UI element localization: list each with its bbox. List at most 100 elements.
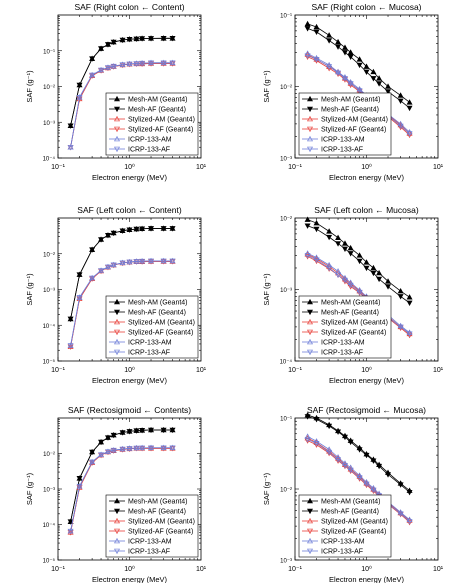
legend-label: Stylized-AF (Geant4) (321, 529, 386, 536)
series-6 (67, 258, 176, 349)
data-point (89, 276, 96, 282)
legend-entry: Mesh-AF (Geant4) (302, 107, 379, 114)
legend-marker (114, 548, 120, 555)
data-point (313, 58, 320, 64)
legend-label: Mesh-AF (Geant4) (128, 509, 186, 516)
legend-marker (307, 517, 313, 524)
data-point (335, 457, 342, 463)
y-axis-label: SAF (g⁻¹) (262, 70, 271, 103)
data-point (341, 50, 348, 56)
series-2 (67, 36, 176, 129)
data-point (67, 316, 74, 323)
x-tick-label: 10⁰ (361, 366, 372, 374)
legend-label: Stylized-AF (Geant4) (321, 127, 386, 134)
data-point (347, 279, 354, 285)
legend-marker (114, 298, 120, 305)
data-point (397, 511, 404, 517)
data-point (335, 429, 342, 435)
legend-entry: Stylized-AF (Geant4) (302, 330, 386, 337)
y-tick-label: 10⁻² (43, 252, 55, 258)
legend-label: Mesh-AM (Geant4) (321, 499, 381, 506)
data-point (376, 463, 383, 470)
legend-entry: Stylized-AF (Geant4) (109, 529, 193, 536)
legend-entry: Mesh-AF (Geant4) (302, 310, 379, 317)
data-point (347, 282, 354, 289)
data-point (89, 460, 96, 466)
data-point (406, 300, 413, 306)
data-point (397, 98, 404, 104)
data-point (406, 331, 413, 337)
data-point (397, 287, 404, 294)
data-point (133, 428, 140, 434)
legend-entry: Mesh-AM (Geant4) (302, 497, 381, 506)
data-point (326, 234, 333, 241)
series-2 (304, 26, 413, 112)
data-point (139, 60, 146, 67)
legend-marker (307, 548, 313, 555)
data-point (304, 435, 311, 441)
data-point (169, 226, 176, 232)
data-point (304, 437, 311, 443)
legend-entry: ICRP-133-AM (302, 537, 365, 546)
y-tick-label: 10⁻⁵ (43, 558, 56, 565)
data-point (326, 446, 333, 452)
legend-entry: ICRP-133-AM (302, 338, 365, 347)
legend-entry: Stylized-AM (Geant4) (302, 115, 388, 124)
legend-label: Stylized-AF (Geant4) (128, 529, 193, 536)
y-tick-label: 10⁻³ (43, 288, 55, 294)
legend-entry: Stylized-AM (Geant4) (109, 115, 195, 124)
data-point (119, 62, 126, 68)
y-axis-label: SAF (g⁻¹) (262, 273, 271, 306)
data-point (110, 447, 117, 454)
legend-marker (307, 298, 313, 305)
data-point (304, 20, 311, 27)
legend-entry: ICRP-133-AM (109, 135, 172, 144)
data-point (76, 483, 83, 490)
y-axis-label: SAF (g⁻¹) (262, 472, 271, 505)
data-point (313, 416, 320, 423)
data-point (376, 81, 383, 87)
legend-label: ICRP-133-AM (321, 137, 365, 144)
x-tick-label: 10⁻¹ (51, 566, 65, 573)
data-point (169, 445, 176, 451)
legend-marker (307, 106, 313, 113)
legend-entry: Mesh-AM (Geant4) (109, 497, 188, 506)
chart-panel-4: 10⁻¹ 10⁰ 10¹ 10⁻⁴ 10⁻³ 10⁻² SAF (Left colon ← … (262, 205, 444, 385)
data-point (347, 49, 354, 55)
data-point (313, 442, 320, 448)
legend-label: ICRP-133-AF (128, 147, 170, 154)
data-point (160, 36, 167, 42)
legend-marker (307, 126, 313, 133)
data-point (98, 237, 105, 243)
y-tick-label: 10⁻³ (43, 488, 55, 494)
data-point (363, 69, 370, 76)
data-point (304, 254, 311, 260)
y-axis-label: SAF (g⁻¹) (25, 273, 34, 306)
data-point (76, 295, 83, 301)
data-point (110, 262, 117, 268)
data-point (313, 226, 320, 233)
data-point (335, 272, 342, 279)
x-tick-label: 10¹ (433, 566, 444, 573)
legend: Mesh-AM (Geant4) Mesh-AF (Geant4) Stylized… (298, 494, 392, 558)
legend-entry: Mesh-AF (Geant4) (109, 107, 186, 114)
x-axis-label: Electron energy (MeV) (329, 173, 405, 182)
data-point (397, 482, 404, 488)
x-tick-label: 10⁻¹ (288, 367, 302, 374)
data-point (119, 37, 126, 44)
data-point (406, 105, 413, 112)
data-point (363, 63, 370, 69)
data-point (370, 68, 377, 75)
data-point (98, 439, 105, 446)
data-point (370, 458, 377, 464)
legend-entry: Stylized-AM (Geant4) (109, 517, 195, 526)
y-tick-label: 10⁻⁴ (43, 522, 56, 529)
legend-label: ICRP-133-AF (128, 350, 170, 357)
data-point (335, 70, 342, 77)
legend-entry: ICRP-133-AF (109, 350, 170, 357)
legend-label: Mesh-AF (Geant4) (321, 509, 379, 516)
legend-box (298, 494, 392, 558)
legend: Mesh-AM (Geant4) Mesh-AF (Geant4) Stylized… (298, 295, 392, 359)
legend-entry: Mesh-AF (Geant4) (109, 310, 186, 317)
data-point (110, 432, 117, 439)
